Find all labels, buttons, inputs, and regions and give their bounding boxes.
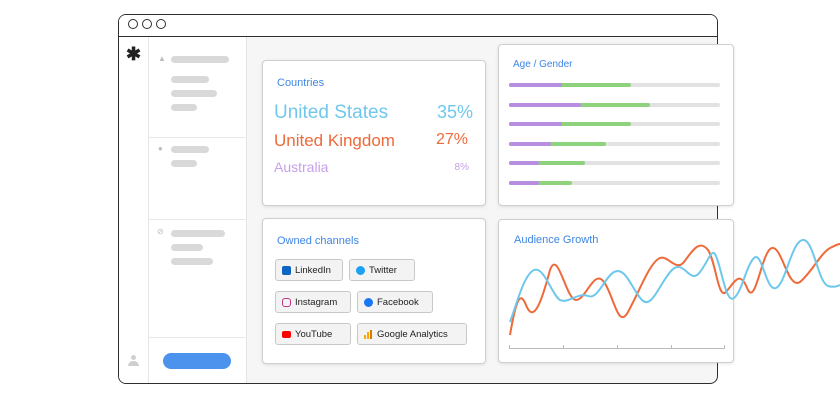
google-analytics-icon bbox=[364, 329, 373, 339]
link-icon: ⊘ bbox=[157, 227, 164, 236]
facebook-chip[interactable]: Facebook bbox=[357, 291, 433, 313]
sidebar-divider bbox=[149, 219, 247, 220]
age-gender-bar-male bbox=[509, 141, 606, 146]
sidebar-divider bbox=[149, 337, 247, 338]
country-name: United States bbox=[274, 102, 389, 123]
age-gender-bar-male bbox=[509, 180, 572, 185]
age-gender-bar-male bbox=[509, 161, 585, 165]
sidebar-item[interactable] bbox=[171, 146, 209, 153]
countries-title: Countries bbox=[277, 77, 325, 89]
chip-label: Twitter bbox=[369, 264, 397, 276]
chip-label: Google Analytics bbox=[377, 328, 448, 340]
countries-card: Countries United States 35% United Kingd… bbox=[262, 60, 486, 206]
chip-label: Instagram bbox=[295, 296, 338, 308]
chip-label: YouTube bbox=[295, 328, 333, 340]
youtube-icon bbox=[282, 330, 291, 338]
twitter-icon bbox=[356, 265, 365, 275]
audience-growth-card: Audience Growth bbox=[498, 219, 734, 363]
age-gender-title: Age / Gender bbox=[513, 59, 573, 70]
orange-series-line bbox=[509, 243, 840, 336]
age-gender-bar-female bbox=[509, 161, 539, 165]
blue-series-line bbox=[509, 239, 840, 323]
owned-channels-card: Owned channels LinkedIn Twitter Instagra… bbox=[262, 218, 486, 364]
country-percentage: 8% bbox=[454, 162, 469, 173]
audience-growth-title: Audience Growth bbox=[514, 234, 599, 246]
chip-label: Facebook bbox=[377, 296, 419, 308]
sidebar-item[interactable] bbox=[171, 104, 197, 111]
sidebar-item[interactable] bbox=[171, 230, 225, 237]
age-gender-bar-female bbox=[509, 141, 551, 146]
age-gender-bar-female bbox=[509, 102, 581, 107]
owned-channels-title: Owned channels bbox=[277, 235, 359, 247]
sidebar: ▲ ● ⊘ bbox=[149, 37, 247, 383]
age-gender-bar-female bbox=[509, 83, 562, 87]
country-percentage: 27% bbox=[435, 131, 468, 148]
youtube-chip[interactable]: YouTube bbox=[275, 323, 351, 345]
age-gender-bar-male bbox=[509, 83, 631, 87]
google-analytics-chip[interactable]: Google Analytics bbox=[357, 323, 467, 345]
collapse-arrow-icon[interactable]: ▲ bbox=[158, 54, 166, 63]
country-percentage: 35% bbox=[436, 102, 473, 122]
icon-rail: ✱ bbox=[119, 37, 149, 383]
window-control-maximize[interactable] bbox=[156, 19, 166, 29]
age-gender-bar-female bbox=[509, 180, 539, 185]
sidebar-item[interactable] bbox=[171, 258, 213, 265]
country-name: Australia bbox=[274, 159, 329, 175]
window-control-minimize[interactable] bbox=[142, 19, 152, 29]
chart-tick bbox=[563, 345, 564, 349]
window-titlebar bbox=[119, 15, 717, 37]
facebook-icon bbox=[364, 297, 373, 307]
instagram-icon bbox=[282, 297, 291, 307]
age-gender-bar-track bbox=[509, 141, 720, 146]
sidebar-item[interactable] bbox=[171, 90, 217, 97]
sidebar-divider bbox=[149, 137, 247, 138]
linkedin-chip[interactable]: LinkedIn bbox=[275, 259, 343, 281]
instagram-chip[interactable]: Instagram bbox=[275, 291, 351, 313]
chart-tick bbox=[724, 345, 725, 349]
age-gender-bar-female bbox=[509, 122, 562, 126]
age-gender-card: Age / Gender bbox=[498, 44, 734, 206]
chart-tick bbox=[671, 345, 672, 349]
twitter-chip[interactable]: Twitter bbox=[349, 259, 415, 281]
profile-icon[interactable] bbox=[128, 355, 139, 366]
app-logo[interactable]: ✱ bbox=[126, 44, 142, 64]
age-gender-bar-track bbox=[509, 161, 720, 165]
linkedin-icon bbox=[282, 265, 291, 275]
chart-tick bbox=[617, 345, 618, 349]
window-control-close[interactable] bbox=[128, 19, 138, 29]
dot-icon: ● bbox=[158, 144, 163, 153]
chart-tick bbox=[509, 345, 510, 349]
primary-action-button[interactable] bbox=[163, 353, 231, 369]
sidebar-item[interactable] bbox=[171, 160, 197, 167]
sidebar-item[interactable] bbox=[171, 244, 203, 251]
sidebar-item[interactable] bbox=[171, 76, 209, 83]
sidebar-item[interactable] bbox=[171, 56, 229, 63]
chip-label: LinkedIn bbox=[295, 264, 331, 276]
age-gender-bar-male bbox=[509, 122, 631, 126]
age-gender-bar-track bbox=[509, 180, 720, 185]
country-name: United Kingdom bbox=[274, 131, 395, 150]
